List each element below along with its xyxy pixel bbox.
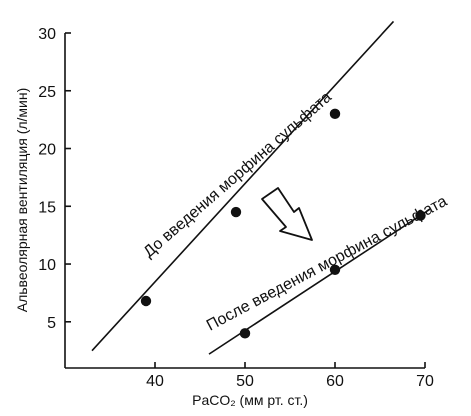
x-tick-label: 60 <box>326 373 344 390</box>
x-tick-label: 70 <box>416 373 434 390</box>
series-line-0 <box>91 20 395 352</box>
shift-arrow-icon <box>261 187 313 241</box>
data-point <box>239 328 251 339</box>
data-point <box>140 295 152 307</box>
data-point <box>415 210 426 221</box>
x-tick-label: 40 <box>146 373 164 390</box>
series-label-after: После введения морфина сульфата <box>204 193 450 335</box>
y-ticks: 5 10 15 20 25 30 <box>38 26 71 332</box>
data-point <box>329 108 341 120</box>
x-tick-label: 50 <box>236 373 254 390</box>
points-layer <box>140 108 426 339</box>
series-line-1 <box>208 208 430 355</box>
x-ticks: 40 50 60 70 <box>146 362 434 390</box>
y-tick-label: 5 <box>47 315 56 332</box>
data-point <box>329 264 341 276</box>
y-tick-label: 30 <box>38 26 56 43</box>
y-tick-label: 15 <box>38 199 56 216</box>
y-axis-title: Альвеолярная вентиляция (л/мин) <box>14 88 30 313</box>
series-layer <box>91 20 430 355</box>
x-axis-title: PaCO₂ (мм рт. ст.) <box>192 392 308 408</box>
y-tick-label: 20 <box>38 142 56 159</box>
data-point <box>230 206 242 218</box>
y-tick-label: 25 <box>38 84 56 101</box>
y-tick-label: 10 <box>38 257 56 274</box>
